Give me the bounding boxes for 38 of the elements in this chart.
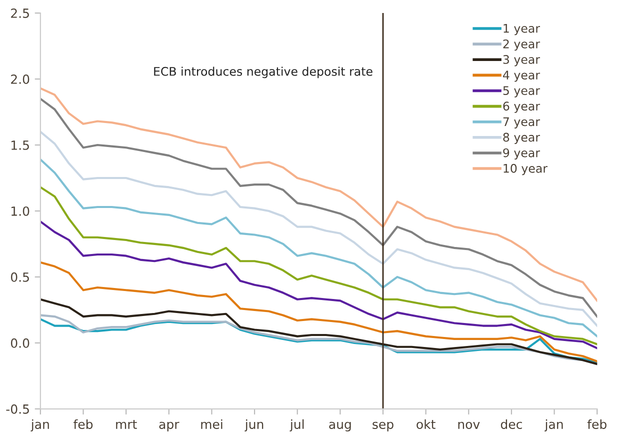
x-tick-label: jan	[544, 419, 563, 432]
legend-label: 8 year	[503, 132, 540, 144]
ref-line-label: ECB introduces negative deposit rate	[154, 66, 372, 78]
legend-label: 6 year	[503, 102, 540, 113]
x-tick-label: jun	[244, 419, 264, 432]
legend-label: 3 year	[503, 55, 540, 66]
legend-label: 9 year	[503, 148, 540, 160]
legend-label: 10 year	[504, 164, 548, 176]
line-series	[40, 298, 598, 366]
x-tick-label: jan	[30, 419, 49, 432]
legend-label: 5 year	[503, 86, 540, 98]
x-tick-label: aug	[329, 422, 351, 432]
x-tick-label: jul	[290, 419, 304, 432]
x-tick-label: okt	[416, 419, 436, 429]
legend-label: 1 year	[504, 24, 540, 36]
y-tick-label: -0.5	[6, 404, 29, 414]
y-tick-label: 1.0	[12, 206, 30, 216]
y-tick-label: 0.0	[10, 338, 30, 348]
y-tick-label: 0.5	[10, 272, 29, 282]
line-series	[40, 186, 598, 346]
legend-label: 4 year	[502, 70, 540, 82]
line-series	[40, 220, 598, 350]
line-series	[40, 261, 598, 362]
y-tick-label: 1.5	[12, 140, 29, 150]
x-tick-label: nov	[458, 422, 480, 429]
line-series	[40, 130, 598, 327]
x-tick-label: feb	[587, 419, 606, 429]
x-tick-label: mrt	[116, 420, 137, 429]
x-tick-label: feb	[74, 419, 93, 429]
x-tick-label: apr	[159, 422, 180, 432]
x-tick-label: sep	[372, 422, 394, 432]
y-tick-label: 2.0	[11, 74, 30, 84]
legend-label: 7 year	[503, 117, 540, 128]
legend-label: 2 year	[503, 39, 540, 51]
x-tick-label: mei	[201, 419, 222, 429]
y-tick-label: 2.5	[11, 8, 29, 18]
line-series	[40, 158, 598, 338]
x-tick-label: dec	[500, 419, 522, 429]
